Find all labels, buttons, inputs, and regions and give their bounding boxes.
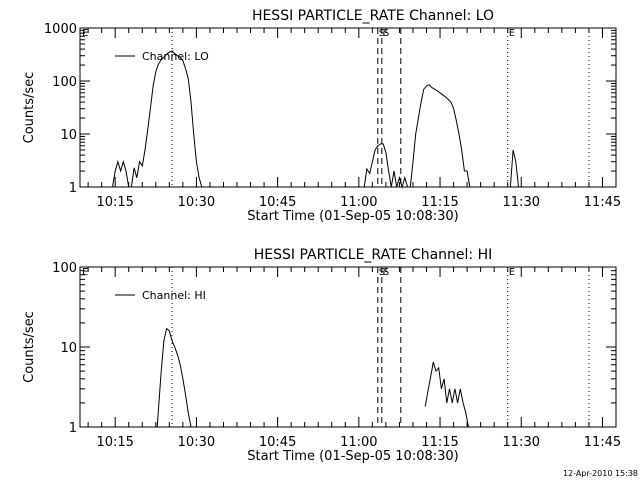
x-tick-label: 10:45 <box>259 195 296 210</box>
x-tick-label: 11:00 <box>340 435 377 450</box>
x-tick-label: 10:45 <box>259 435 296 450</box>
x-tick-label: 11:30 <box>503 195 540 210</box>
edge-label: E <box>82 267 88 278</box>
time-marker-label: S <box>383 267 389 278</box>
series-line <box>112 159 130 188</box>
y-tick-label: 1000 <box>44 22 77 37</box>
x-tick-label: 10:30 <box>178 195 215 210</box>
chart-hi: HESSI PARTICLE_RATE Channel: HI 10:15 10:3… <box>22 247 621 464</box>
x-tick-label: 10:30 <box>178 435 215 450</box>
y-tick-label: 100 <box>52 261 77 276</box>
y-tick-label: 1 <box>69 181 77 196</box>
series-line <box>409 84 471 188</box>
edge-label: E <box>82 28 88 39</box>
timestamp: 12-Apr-2010 15:38 <box>563 469 638 478</box>
series-line <box>156 327 192 428</box>
x-tick-label: 11:15 <box>421 195 458 210</box>
x-tick-label: 11:45 <box>584 435 621 450</box>
y-tick-label: 10 <box>60 341 77 356</box>
y-axis-label: Counts/sec <box>22 311 37 383</box>
series-line <box>363 143 409 189</box>
legend-entry: Channel: LO <box>142 50 209 63</box>
chart-title: HESSI PARTICLE_RATE Channel: LO <box>252 8 494 24</box>
series-line <box>509 149 519 188</box>
y-tick-label: 100 <box>52 75 77 90</box>
y-tick-label: 1 <box>69 421 77 436</box>
time-marker-label: S <box>383 28 389 39</box>
time-marker-label: E <box>509 267 515 278</box>
series-line <box>424 361 469 428</box>
x-tick-label: 11:45 <box>584 195 621 210</box>
x-axis-label: Start Time (01-Sep-05 10:08:30) <box>247 449 458 464</box>
chart-lo: HESSI PARTICLE_RATE Channel: LO 10:15 10:3… <box>22 8 621 224</box>
chart-title: HESSI PARTICLE_RATE Channel: HI <box>254 247 492 263</box>
series-line <box>130 50 203 188</box>
y-axis-label: Counts/sec <box>22 72 37 144</box>
plot-frame <box>79 27 617 188</box>
x-tick-label: 11:00 <box>340 195 377 210</box>
y-tick-label: 10 <box>60 128 77 143</box>
legend-entry: Channel: HI <box>142 289 206 302</box>
time-marker-label: E <box>509 28 515 39</box>
x-tick-label: 11:15 <box>421 435 458 450</box>
x-tick-label: 10:15 <box>96 435 133 450</box>
x-axis-label: Start Time (01-Sep-05 10:08:30) <box>247 209 458 224</box>
x-tick-label: 10:15 <box>96 195 133 210</box>
x-tick-label: 11:30 <box>503 435 540 450</box>
